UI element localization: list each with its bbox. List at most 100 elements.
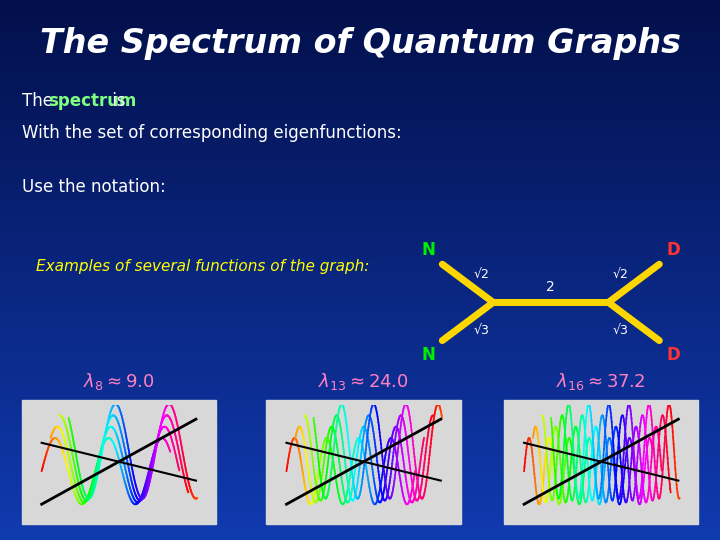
Bar (0, 343, 720, 346)
Bar (0, 505, 720, 508)
Bar (0, 157, 720, 159)
Bar (0, 478, 720, 481)
Bar (0, 202, 720, 205)
Bar (0, 464, 720, 467)
Bar (0, 316, 720, 319)
Bar (0, 305, 720, 308)
Bar (0, 418, 720, 421)
Bar (0, 375, 720, 378)
Bar (0, 243, 720, 246)
Bar (0, 275, 720, 278)
Text: N: N (421, 241, 435, 259)
Bar (0, 446, 720, 448)
Bar (0, 170, 720, 173)
Bar (0, 138, 720, 140)
Bar (0, 254, 720, 256)
Bar (0, 97, 720, 100)
Bar (0, 443, 720, 445)
Bar (0, 30, 720, 32)
Bar (0, 186, 720, 189)
Bar (0, 537, 720, 540)
Text: N: N (421, 346, 435, 364)
Bar (0, 24, 720, 27)
Bar (0, 362, 720, 364)
Bar (0, 310, 720, 313)
Bar (0, 32, 720, 35)
Bar (0, 84, 720, 86)
Bar (0, 14, 720, 16)
Bar (0, 467, 720, 470)
Bar (0, 165, 720, 167)
Bar (0, 394, 720, 397)
Bar (0, 494, 720, 497)
Bar (0, 57, 720, 59)
Bar (266, 400, 461, 524)
Bar (0, 119, 720, 122)
Bar (0, 76, 720, 78)
Bar (0, 100, 720, 103)
Bar (0, 500, 720, 502)
Bar (0, 489, 720, 491)
Bar (0, 173, 720, 176)
Bar (0, 400, 720, 402)
Bar (0, 327, 720, 329)
Bar (0, 105, 720, 108)
Bar (0, 40, 720, 43)
Bar (0, 521, 720, 524)
Bar (0, 54, 720, 57)
Bar (0, 421, 720, 424)
Bar (0, 405, 720, 408)
Bar (0, 335, 720, 338)
Bar (0, 273, 720, 275)
Bar (0, 256, 720, 259)
Bar (0, 427, 720, 429)
Bar (0, 65, 720, 68)
Bar (0, 370, 720, 373)
Bar (0, 73, 720, 76)
Bar (0, 367, 720, 370)
Text: √3: √3 (612, 324, 628, 337)
Bar (0, 294, 720, 297)
Bar (0, 51, 720, 54)
Bar (0, 238, 720, 240)
Bar (0, 321, 720, 324)
Bar (0, 200, 720, 202)
Bar (0, 354, 720, 356)
Text: Examples of several functions of the graph:: Examples of several functions of the gra… (36, 259, 369, 274)
Text: spectrum: spectrum (48, 92, 137, 110)
Text: With the set of corresponding eigenfunctions:: With the set of corresponding eigenfunct… (22, 124, 401, 142)
Bar (0, 297, 720, 300)
Bar (0, 211, 720, 213)
Text: D: D (667, 346, 680, 364)
Bar (0, 502, 720, 505)
Bar (0, 386, 720, 389)
Bar (0, 410, 720, 413)
Bar (0, 429, 720, 432)
Text: D: D (667, 241, 680, 259)
Bar (0, 235, 720, 238)
Bar (0, 208, 720, 211)
Bar (0, 181, 720, 184)
Bar (0, 81, 720, 84)
Bar (0, 116, 720, 119)
Bar (0, 424, 720, 427)
Bar (0, 356, 720, 359)
Bar (0, 508, 720, 510)
Bar (0, 246, 720, 248)
Bar (0, 35, 720, 38)
Bar (504, 400, 698, 524)
Bar (0, 435, 720, 437)
Bar (0, 456, 720, 459)
Bar (0, 151, 720, 154)
Bar (0, 497, 720, 500)
Bar (0, 526, 720, 529)
Bar (0, 278, 720, 281)
Text: is: is (107, 92, 126, 110)
Bar (0, 146, 720, 148)
Bar (0, 481, 720, 483)
Text: The: The (22, 92, 58, 110)
Bar (0, 240, 720, 243)
Bar (0, 308, 720, 310)
Bar (0, 219, 720, 221)
Bar (0, 224, 720, 227)
